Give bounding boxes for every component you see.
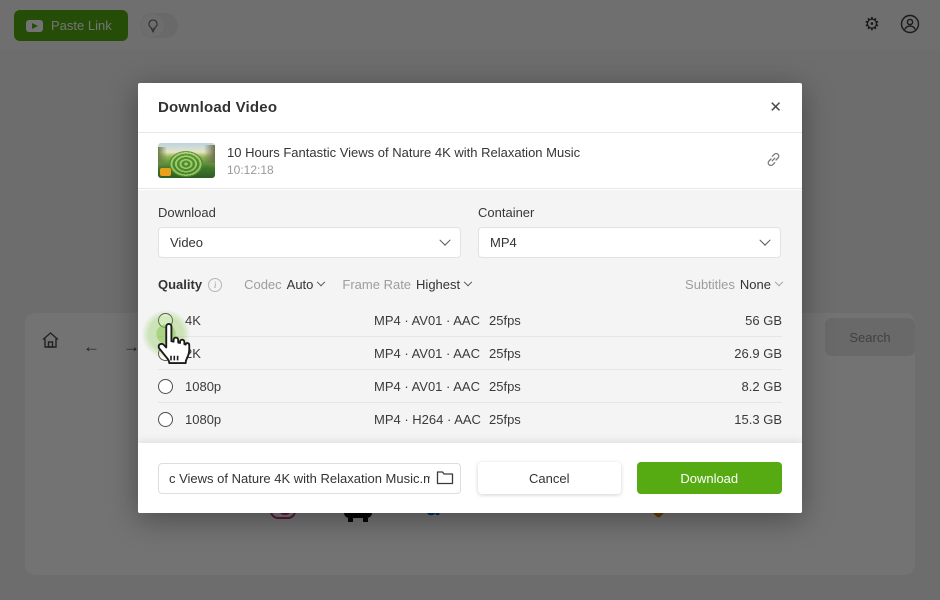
quality-codec: MP4 · H264 · AAC xyxy=(374,412,481,427)
codec-value: Auto xyxy=(286,277,314,292)
container-value: MP4 xyxy=(490,235,517,250)
quality-name: 1080p xyxy=(185,412,222,427)
chevron-down-icon xyxy=(317,277,326,286)
video-duration: 10:12:18 xyxy=(227,162,274,177)
download-button[interactable]: Download xyxy=(636,462,782,494)
codec-dropdown[interactable]: Codec Auto xyxy=(244,277,326,292)
codec-label: Codec xyxy=(244,277,282,292)
video-title: 10 Hours Fantastic Views of Nature 4K wi… xyxy=(227,144,581,160)
container-label: Container xyxy=(478,205,535,220)
format-options-row: Quality i Codec Auto Frame Rate Highest … xyxy=(158,277,784,292)
subtitles-value: None xyxy=(739,277,771,292)
close-icon[interactable]: ✕ xyxy=(769,99,782,116)
quality-size: 8.2 GB xyxy=(741,378,782,394)
quality-row-1080p-av01[interactable]: 1080p MP4 · AV01 · AAC 25fps 8.2 GB xyxy=(158,370,782,403)
subtitles-dropdown[interactable]: Subtitles None xyxy=(685,277,784,292)
chevron-down-icon xyxy=(774,277,784,286)
quality-fps: 25fps xyxy=(489,345,521,361)
dialog-body: Download Video Container MP4 Quality i C… xyxy=(138,190,802,443)
subtitles-label: Subtitles xyxy=(685,277,735,292)
quality-fps: 25fps xyxy=(489,378,521,394)
download-type-label: Download xyxy=(158,205,216,220)
quality-fps: 25fps xyxy=(489,412,521,427)
quality-size: 56 GB xyxy=(745,312,782,328)
download-video-dialog: Download Video ✕ 10 Hours Fantastic View… xyxy=(138,83,802,513)
quality-codec: MP4 · AV01 · AAC xyxy=(374,345,480,361)
chevron-down-icon xyxy=(759,234,771,246)
quality-name: 4K xyxy=(185,312,201,328)
framerate-label: Frame Rate xyxy=(342,277,412,292)
radio-button[interactable] xyxy=(158,312,173,328)
quality-row-2k[interactable]: 2K MP4 · AV01 · AAC 25fps 26.9 GB xyxy=(158,337,782,370)
quality-options-list: 4K MP4 · AV01 · AAC 25fps 56 GB 2K MP4 ·… xyxy=(158,304,782,436)
chevron-down-icon xyxy=(439,234,451,246)
quality-fps: 25fps xyxy=(489,312,521,328)
info-icon[interactable]: i xyxy=(208,277,223,292)
quality-size: 26.9 GB xyxy=(734,345,782,361)
video-thumbnail xyxy=(158,143,215,178)
download-type-select[interactable]: Video xyxy=(158,227,461,258)
quality-label: Quality xyxy=(158,277,203,292)
link-icon[interactable] xyxy=(765,151,782,171)
quality-size: 15.3 GB xyxy=(734,412,782,427)
video-info-row: 10 Hours Fantastic Views of Nature 4K wi… xyxy=(138,133,802,189)
quality-name: 2K xyxy=(185,345,201,361)
quality-name: 1080p xyxy=(185,378,222,394)
quality-row-1080p-h264[interactable]: 1080p MP4 · H264 · AAC 25fps 15.3 GB xyxy=(158,403,782,436)
folder-icon[interactable] xyxy=(436,470,454,486)
radio-button[interactable] xyxy=(158,412,173,427)
quality-codec: MP4 · AV01 · AAC xyxy=(374,378,480,394)
filename-input[interactable] xyxy=(158,462,461,494)
dialog-footer: Cancel Download xyxy=(138,443,802,513)
quality-row-4k[interactable]: 4K MP4 · AV01 · AAC 25fps 56 GB xyxy=(158,304,782,337)
radio-button[interactable] xyxy=(158,378,173,394)
framerate-dropdown[interactable]: Frame Rate Highest xyxy=(342,277,473,292)
dialog-title: Download Video xyxy=(158,99,278,116)
download-type-value: Video xyxy=(170,235,204,250)
chevron-down-icon xyxy=(463,277,473,286)
quality-codec: MP4 · AV01 · AAC xyxy=(374,312,480,328)
dialog-header: Download Video ✕ xyxy=(138,83,802,133)
framerate-value: Highest xyxy=(416,277,461,292)
container-select[interactable]: MP4 xyxy=(478,227,781,258)
radio-button[interactable] xyxy=(158,345,173,361)
cancel-button[interactable]: Cancel xyxy=(478,462,621,494)
